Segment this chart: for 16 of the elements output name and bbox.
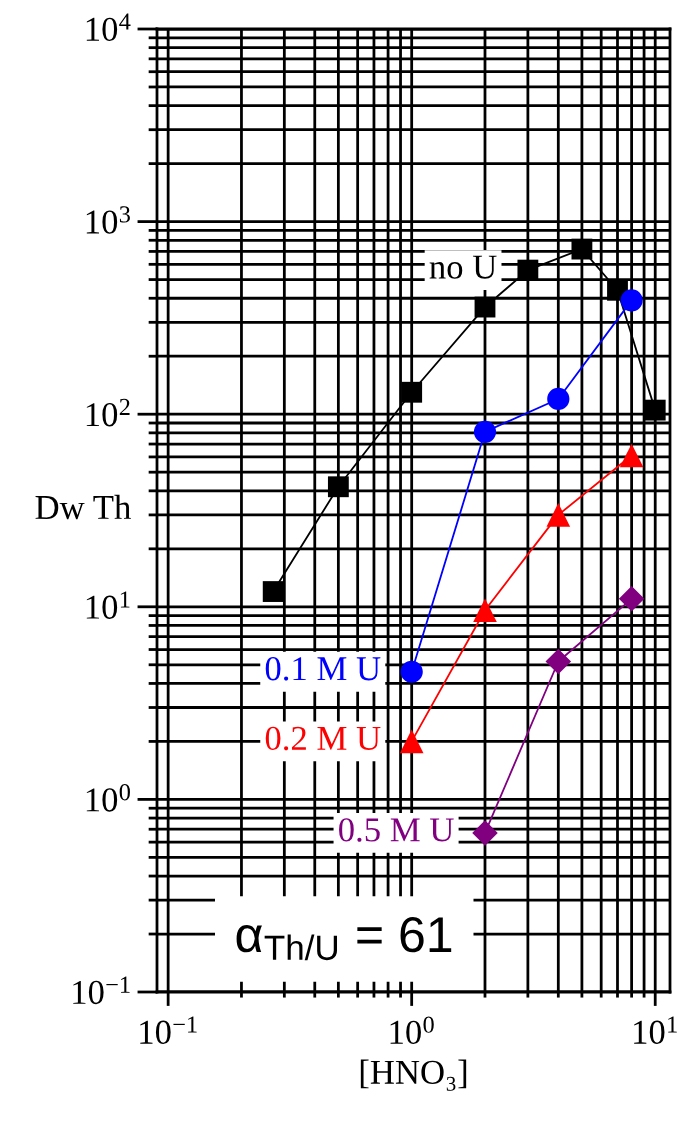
annotation: α$_{Th/U}$ = 61: [236, 916, 452, 961]
y-tick-label: 10$^{−1}$: [73, 976, 130, 1005]
y-tick-label: 10$^{3}$: [86, 206, 130, 234]
y-tick-label: 10$^{2}$: [86, 398, 130, 427]
y-axis-title: Dw Th: [35, 494, 131, 520]
series-label: 0.2 M U: [265, 726, 381, 751]
series-label: 0.1 M U: [265, 657, 381, 681]
series-label: no U: [429, 255, 497, 279]
y-tick-label: 10$^{0}$: [86, 784, 130, 812]
x-axis-title: [HNO₃]: [360, 1059, 467, 1091]
y-tick-label: 10$^{4}$: [86, 13, 131, 42]
x-tick-label: 10$^{0}$: [390, 1016, 434, 1045]
x-tick-label: 10$^{−1}$: [140, 1016, 197, 1044]
x-tick-label: 10$^{1}$: [634, 1016, 677, 1044]
y-tick-label: 10$^{1}$: [86, 591, 130, 619]
series-label: 0.5 M U: [339, 818, 454, 842]
